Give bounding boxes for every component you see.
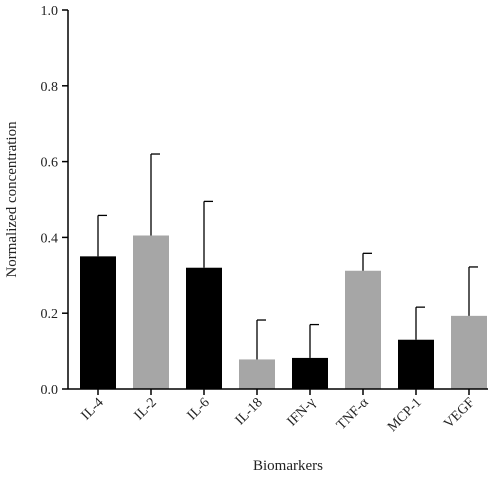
x-axis-label: Biomarkers [253, 458, 323, 474]
y-tick-label: 0.8 [41, 80, 59, 95]
x-tick-label: TNF-α [334, 395, 372, 433]
bar [186, 267, 222, 389]
y-tick-label: 0.2 [41, 307, 59, 322]
y-axis-label: Normalized concentration [4, 121, 20, 278]
bar [133, 235, 169, 389]
x-tick-label: IL-2 [132, 395, 160, 423]
bar [451, 315, 487, 389]
x-ticks-layer: IL-4 IL-2 IL-6 IL-18 IFN-γ TNF-α MCP-1 VEGF [79, 389, 478, 435]
bar [292, 357, 328, 389]
x-tick-label: IL-4 [79, 395, 107, 423]
y-ticks-layer: 0.0 0.2 0.4 0.6 0.8 1.0 [41, 4, 68, 398]
error-bars-layer [97, 153, 478, 360]
y-tick-label: 0.6 [41, 156, 59, 171]
y-tick-label: 0.0 [41, 383, 59, 398]
x-tick-label: IL-6 [185, 395, 213, 423]
bar [80, 256, 116, 389]
x-tick-label: MCP-1 [385, 395, 425, 435]
bar [345, 270, 381, 389]
x-tick-label: IL-18 [233, 395, 266, 428]
axes-layer [67, 10, 488, 390]
y-tick-label: 1.0 [41, 4, 59, 19]
bars-layer [80, 235, 487, 389]
x-tick-label: IFN-γ [285, 395, 319, 429]
bar [239, 359, 275, 389]
x-tick-label: VEGF [441, 395, 478, 432]
y-tick-label: 0.4 [41, 231, 59, 246]
bar [398, 339, 434, 389]
